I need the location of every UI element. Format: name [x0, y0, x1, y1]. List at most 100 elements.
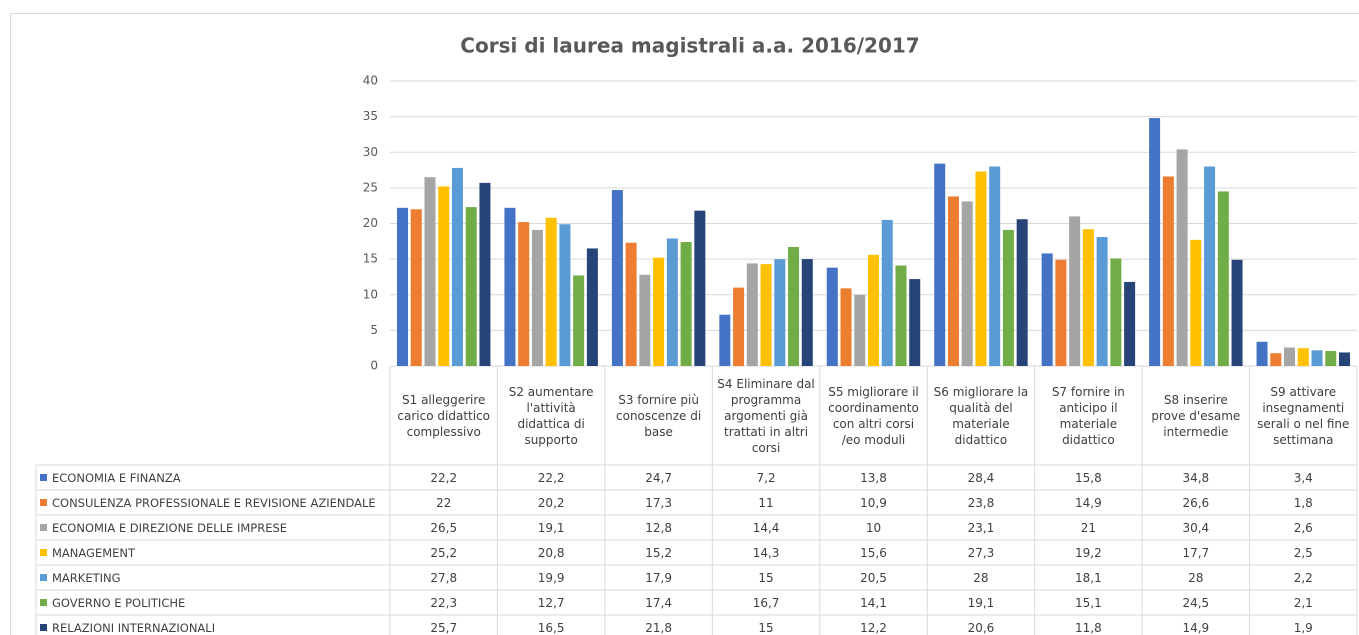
category-label: S1 alleggerire carico didattico compless… — [397, 392, 490, 439]
table-value: 22,3 — [430, 595, 458, 610]
table-value: 14,3 — [752, 545, 780, 560]
bar — [934, 163, 946, 366]
category-label: S2 aumentare l'attività didattica di sup… — [508, 384, 594, 447]
bar — [1124, 281, 1136, 366]
table-value: 17,9 — [645, 570, 672, 585]
table-value: 1,8 — [1293, 495, 1313, 510]
bar — [545, 217, 557, 366]
table-value: 14,9 — [1182, 620, 1210, 635]
bar — [1311, 350, 1323, 366]
table-value: 20,2 — [537, 495, 565, 510]
table-value: 12,8 — [645, 520, 672, 535]
bar — [639, 274, 651, 366]
legend-swatch — [40, 474, 47, 481]
legend-item: ECONOMIA E FINANZA — [36, 465, 390, 490]
table-value: 20,6 — [967, 620, 995, 635]
bar — [788, 247, 800, 366]
bar — [559, 224, 571, 366]
bar — [1270, 353, 1282, 366]
bar — [586, 248, 598, 366]
table-value: 10 — [865, 520, 882, 535]
bar — [1297, 348, 1309, 366]
legend-label: CONSULENZA PROFESSIONALE E REVISIONE AZI… — [52, 495, 376, 510]
table-value: 26,5 — [430, 520, 458, 535]
bar — [465, 207, 477, 366]
chart-border — [10, 13, 1359, 635]
table-value: 16,5 — [537, 620, 565, 635]
bar — [840, 288, 852, 366]
bar — [826, 267, 838, 366]
legend-item: RELAZIONI INTERNAZIONALI — [36, 615, 390, 635]
table-value: 13,8 — [860, 470, 887, 485]
table-value: 19,9 — [537, 570, 565, 585]
y-tick-label: 25 — [363, 180, 378, 194]
table-value: 15,2 — [645, 545, 672, 560]
table-value: 19,1 — [967, 595, 995, 610]
legend-item: MANAGEMENT — [36, 540, 390, 565]
table-value: 2,5 — [1293, 545, 1313, 560]
bar — [1284, 347, 1296, 366]
bar — [504, 207, 516, 366]
bar — [975, 171, 987, 366]
bar — [1041, 253, 1053, 366]
table-value: 22,2 — [537, 470, 565, 485]
table-value: 26,6 — [1182, 495, 1210, 510]
table-value: 24,7 — [645, 470, 672, 485]
table-value: 7,2 — [756, 470, 776, 485]
bar — [961, 201, 973, 366]
bar — [1162, 176, 1174, 366]
table-value: 2,2 — [1293, 570, 1313, 585]
table-value: 17,7 — [1182, 545, 1210, 560]
category-label: S8 inserire prove d'esame intermedie — [1151, 392, 1241, 439]
table-value: 19,2 — [1075, 545, 1102, 560]
bar — [719, 314, 731, 366]
bar — [1069, 216, 1081, 366]
y-tick-label: 40 — [363, 74, 378, 88]
table-value: 28,4 — [967, 470, 995, 485]
table-value: 34,8 — [1182, 470, 1210, 485]
legend-label: RELAZIONI INTERNAZIONALI — [52, 620, 216, 635]
bar — [1217, 191, 1229, 366]
y-tick-label: 15 — [363, 252, 378, 266]
table-value: 1,9 — [1293, 620, 1313, 635]
table-value: 25,7 — [430, 620, 458, 635]
category-label: S5 migliorare il coordinamento con altri… — [828, 384, 919, 447]
table-value: 2,1 — [1293, 595, 1313, 610]
bar — [733, 287, 745, 366]
table-value: 15,1 — [1075, 595, 1102, 610]
bar — [1096, 237, 1108, 366]
category-label: S6 migliorare la qualità del materiale d… — [933, 384, 1029, 447]
legend-swatch — [40, 599, 47, 606]
bar — [1016, 219, 1028, 366]
bar — [895, 265, 907, 366]
table-value: 23,8 — [967, 495, 995, 510]
bar — [694, 210, 706, 366]
legend-label: ECONOMIA E DIREZIONE DELLE IMPRESE — [52, 520, 288, 535]
y-tick-label: 35 — [363, 109, 378, 123]
table-value: 20,5 — [860, 570, 887, 585]
bar — [774, 259, 786, 366]
y-tick-label: 30 — [363, 145, 378, 159]
bar — [1231, 259, 1243, 366]
table-value: 18,1 — [1075, 570, 1102, 585]
chart-title: Corsi di laurea magistrali a.a. 2016/201… — [460, 34, 919, 58]
bar — [801, 259, 813, 366]
table-value: 30,4 — [1182, 520, 1210, 535]
bar — [1325, 351, 1337, 366]
legend-swatch — [40, 524, 47, 531]
table-value: 17,4 — [645, 595, 672, 610]
bar — [989, 166, 1001, 366]
bar — [746, 263, 758, 366]
table-value: 23,1 — [967, 520, 995, 535]
bar — [518, 222, 530, 366]
legend-item: CONSULENZA PROFESSIONALE E REVISIONE AZI… — [36, 490, 390, 515]
bar — [1082, 229, 1094, 366]
bar — [1190, 239, 1202, 366]
bar — [625, 242, 637, 366]
table-value: 11,8 — [1075, 620, 1102, 635]
y-tick-label: 0 — [370, 359, 378, 373]
legend-label: MANAGEMENT — [52, 545, 136, 560]
bar — [909, 279, 921, 366]
